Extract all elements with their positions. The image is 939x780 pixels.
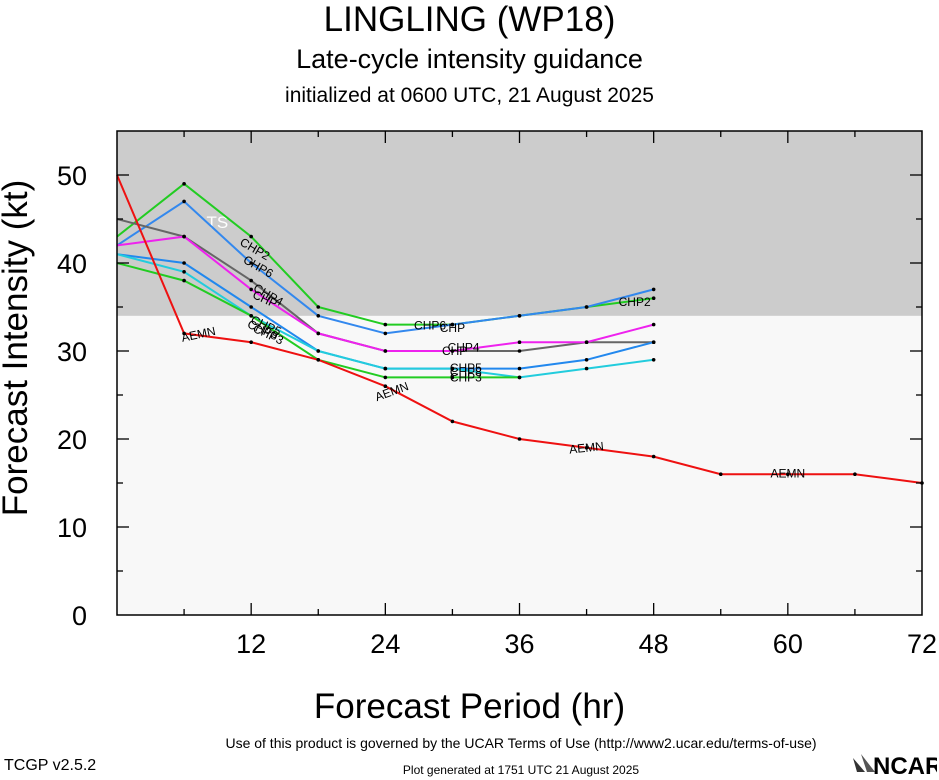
data-point-chp4 bbox=[450, 349, 455, 353]
series-label-chp8: CHP8 bbox=[450, 365, 482, 379]
data-point-aemn bbox=[182, 331, 186, 336]
data-point-chp3 bbox=[182, 278, 186, 283]
data-point-chp6 bbox=[651, 287, 656, 292]
series-label-chp5: CHP5 bbox=[450, 361, 482, 375]
data-point-chp6 bbox=[584, 305, 589, 309]
y-tick-label: 40 bbox=[57, 249, 87, 279]
x-tick-label: 12 bbox=[236, 629, 266, 659]
data-point-chp3 bbox=[450, 375, 455, 380]
y-tick-label: 10 bbox=[57, 513, 87, 543]
data-point-chp bbox=[249, 278, 253, 283]
series-label-aemn: AEMN bbox=[770, 466, 805, 480]
version-label: TCGP v2.5.2 bbox=[4, 757, 97, 774]
x-tick-label: 36 bbox=[504, 629, 534, 659]
data-point-chp6 bbox=[450, 322, 455, 327]
data-point-aemn bbox=[383, 384, 388, 389]
data-point-chp3 bbox=[517, 375, 522, 380]
x-tick-label: 48 bbox=[639, 629, 669, 659]
data-point-chp4 bbox=[517, 340, 522, 345]
series-label-aemn: AEMN bbox=[569, 439, 605, 457]
data-point-chp4 bbox=[182, 234, 186, 239]
init-time-label: initialized at 0600 UTC, 21 August 2025 bbox=[285, 84, 654, 107]
x-tick-label: 24 bbox=[370, 629, 400, 659]
data-point-chp6 bbox=[182, 199, 186, 204]
data-point-chp8 bbox=[651, 358, 656, 362]
ncar-logo: NCAR bbox=[853, 753, 937, 778]
data-point-chp6 bbox=[249, 261, 253, 265]
series-label-chp6: CHP6 bbox=[414, 319, 446, 333]
y-tick-label: 20 bbox=[57, 425, 87, 455]
data-point-chp5 bbox=[249, 305, 253, 309]
x-axis-label: Forecast Period (hr) bbox=[314, 687, 625, 726]
data-point-aemn bbox=[316, 358, 321, 362]
data-point-chp2 bbox=[651, 296, 656, 301]
chart-subtitle: Late-cycle intensity guidance bbox=[296, 44, 643, 74]
y-tick-label: 50 bbox=[57, 161, 87, 191]
data-point-chp6 bbox=[383, 331, 388, 336]
series-label-chp3: CHP3 bbox=[450, 370, 482, 384]
data-point-chp3 bbox=[249, 314, 253, 318]
x-tick-label: 60 bbox=[773, 629, 803, 659]
ncar-logo-text: NCAR bbox=[873, 753, 937, 778]
series-label-chp4: CHP4 bbox=[448, 341, 480, 355]
data-point-chp8 bbox=[584, 366, 589, 371]
data-point-chp5 bbox=[651, 340, 656, 345]
data-point-chp2 bbox=[249, 234, 253, 239]
y-axis-label: Forecast Intensity (kt) bbox=[0, 180, 35, 516]
data-point-chp8 bbox=[383, 366, 388, 371]
data-point-chp6 bbox=[316, 314, 321, 318]
data-point-chp4 bbox=[249, 287, 253, 292]
data-point-chp4 bbox=[316, 331, 321, 336]
tropical-storm-band bbox=[117, 131, 922, 316]
data-point-chp4 bbox=[584, 340, 589, 345]
data-point-aemn bbox=[249, 340, 253, 345]
series-label-chp2: CHP2 bbox=[619, 295, 651, 309]
data-point-chp4 bbox=[383, 349, 388, 353]
plot-generated-text: Plot generated at 1751 UTC 21 August 202… bbox=[402, 763, 640, 777]
data-point-aemn bbox=[651, 454, 656, 459]
data-point-chp5 bbox=[517, 366, 522, 371]
y-tick-label: 0 bbox=[72, 601, 87, 631]
series-label-chp: CHP bbox=[440, 321, 465, 335]
data-point-chp8 bbox=[450, 366, 455, 371]
data-point-aemn bbox=[718, 472, 723, 477]
data-point-chp5 bbox=[182, 261, 186, 265]
data-point-chp8 bbox=[316, 349, 321, 353]
series-label-chp: CHP bbox=[442, 344, 467, 358]
data-point-chp2 bbox=[383, 322, 388, 327]
data-point-chp2 bbox=[316, 305, 321, 309]
y-tick-label: 30 bbox=[57, 337, 87, 367]
data-point-aemn bbox=[584, 446, 589, 450]
data-point-chp bbox=[517, 349, 522, 353]
data-point-chp3 bbox=[383, 375, 388, 380]
data-point-chp4 bbox=[651, 322, 656, 327]
data-point-chp5 bbox=[584, 358, 589, 362]
data-point-chp8 bbox=[182, 270, 186, 274]
data-point-chp6 bbox=[517, 314, 522, 318]
data-point-chp2 bbox=[182, 182, 186, 186]
terms-of-use-text: Use of this product is governed by the U… bbox=[225, 735, 817, 751]
chart-title: LINGLING (WP18) bbox=[323, 0, 616, 39]
x-tick-label: 72 bbox=[907, 629, 937, 659]
data-point-aemn bbox=[450, 419, 455, 424]
data-point-aemn bbox=[853, 472, 857, 477]
data-point-aemn bbox=[786, 472, 790, 477]
data-point-aemn bbox=[517, 437, 522, 441]
